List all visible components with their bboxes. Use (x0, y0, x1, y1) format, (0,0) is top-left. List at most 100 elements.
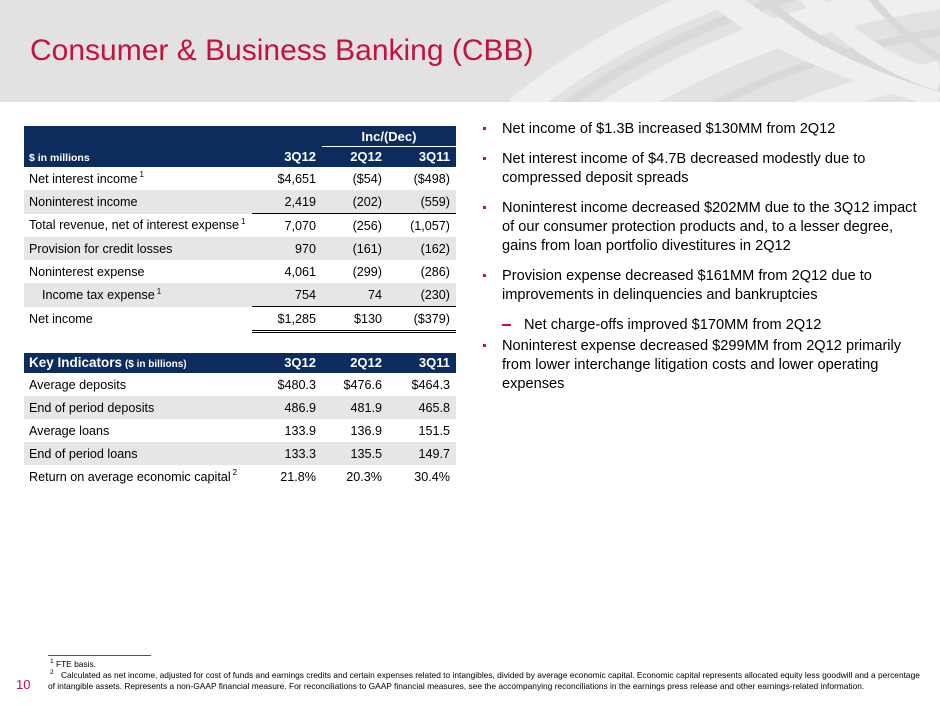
table-row: End of period loans 133.3 135.5 149.7 (24, 442, 456, 465)
income-statement-table: Inc/(Dec) $ in millions 3Q12 2Q12 3Q11 N… (24, 126, 456, 333)
row-value: 21.8% (252, 465, 322, 488)
row-value: $480.3 (252, 373, 322, 396)
page-title: Consumer & Business Banking (CBB) (30, 34, 534, 67)
bullet-text: Net income of $1.3B increased $130MM fro… (502, 121, 836, 137)
row-value: 4,061 (252, 260, 322, 283)
row-value: 30.4% (388, 465, 456, 488)
row-value: 133.9 (252, 419, 322, 442)
inc-dec-group-label: Inc/(Dec) (322, 126, 456, 147)
row-value: ($379) (388, 306, 456, 333)
list-item: Noninterest income decreased $202MM due … (478, 199, 924, 256)
row-value: $464.3 (388, 373, 456, 396)
row-value: 2,419 (252, 190, 322, 214)
sub-bullet-text: Net charge-offs improved $170MM from 2Q1… (524, 317, 822, 333)
row-value: 149.7 (388, 442, 456, 465)
bullet-point-icon (483, 344, 486, 347)
row-label: Net income (24, 306, 252, 332)
row-label: Income tax expense 1 (24, 283, 252, 307)
row-value: $1,285 (252, 306, 322, 333)
table-row: End of period deposits 486.9 481.9 465.8 (24, 396, 456, 419)
group-header-blank-2 (252, 126, 322, 147)
table-row: Average deposits $480.3 $476.6 $464.3 (24, 373, 456, 396)
row-value: (286) (388, 260, 456, 283)
row-value: 465.8 (388, 396, 456, 419)
footnote-divider (48, 655, 151, 656)
ki-col-3q11: 3Q11 (388, 353, 456, 373)
table-row: Income tax expense 1 754 74 (230) (24, 283, 456, 307)
sub-list-item: Net charge-offs improved $170MM from 2Q1… (478, 316, 924, 335)
row-value: $4,651 (252, 167, 322, 190)
income-col-3q11: 3Q11 (388, 146, 456, 167)
bullet-text: Net interest income of $4.7B decreased m… (502, 151, 866, 186)
footnote-two: 2 Calculated as net income, adjusted for… (48, 669, 920, 692)
key-indicators-table: Key Indicators ($ in billions) 3Q12 2Q12… (24, 353, 456, 488)
income-col-2q12: 2Q12 (322, 146, 388, 167)
list-item: Provision expense decreased $161MM from … (478, 267, 924, 305)
row-value: (559) (388, 190, 456, 214)
row-value: 754 (252, 283, 322, 307)
dash-icon (502, 324, 511, 326)
footnotes-block: 1 FTE basis. 2 Calculated as net income,… (48, 655, 928, 693)
ki-col-3q12: 3Q12 (252, 353, 322, 373)
table-row: Total revenue, net of interest expense 1 … (24, 213, 456, 237)
row-value: $130 (322, 306, 388, 333)
row-label: Return on average economic capital 2 (24, 465, 252, 488)
row-value: (230) (388, 283, 456, 307)
slide-header-band: Consumer & Business Banking (CBB) (0, 0, 940, 102)
row-value: 486.9 (252, 396, 322, 419)
table-row: Provision for credit losses 970 (161) (1… (24, 237, 456, 260)
income-table-group-header-row: Inc/(Dec) (24, 126, 456, 147)
bullet-text: Provision expense decreased $161MM from … (502, 268, 872, 303)
income-table-header-row: $ in millions 3Q12 2Q12 3Q11 (24, 146, 456, 167)
row-value: 135.5 (322, 442, 388, 465)
key-indicators-header-row: Key Indicators ($ in billions) 3Q12 2Q12… (24, 353, 456, 373)
row-label: Net interest income 1 (24, 167, 252, 190)
table-row: Return on average economic capital 2 21.8… (24, 465, 456, 488)
decorative-arc-graphic (510, 0, 940, 102)
row-value: 970 (252, 237, 322, 260)
row-value: (299) (322, 260, 388, 283)
row-value: ($54) (322, 167, 388, 190)
table-row: Net income $1,285 $130 ($379) (24, 306, 456, 333)
row-label: Provision for credit losses (24, 237, 252, 260)
row-value: 481.9 (322, 396, 388, 419)
row-value: 74 (322, 283, 388, 307)
row-label: Noninterest income (24, 190, 252, 214)
income-table-unit-label: $ in millions (24, 146, 252, 167)
bullet-text: Noninterest income decreased $202MM due … (502, 200, 917, 254)
key-indicators-title: Key Indicators ($ in billions) (24, 353, 252, 373)
row-label: Noninterest expense (24, 260, 252, 283)
income-col-3q12: 3Q12 (252, 146, 322, 167)
bullet-point-icon (483, 127, 486, 130)
row-value: ($498) (388, 167, 456, 190)
table-row: Average loans 133.9 136.9 151.5 (24, 419, 456, 442)
bullet-point-icon (483, 206, 486, 209)
bullet-text: Noninterest expense decreased $299MM fro… (502, 338, 902, 392)
row-value: (202) (322, 190, 388, 214)
row-label: End of period loans (24, 442, 252, 465)
row-value: (256) (322, 213, 388, 237)
list-item: Noninterest expense decreased $299MM fro… (478, 337, 924, 394)
tables-column: Inc/(Dec) $ in millions 3Q12 2Q12 3Q11 N… (24, 126, 456, 488)
page-number: 10 (16, 677, 31, 692)
table-row: Net interest income 1 $4,651 ($54) ($498) (24, 167, 456, 190)
table-row: Noninterest expense 4,061 (299) (286) (24, 260, 456, 283)
commentary-column: Net income of $1.3B increased $130MM fro… (478, 120, 924, 405)
row-value: (162) (388, 237, 456, 260)
row-value: 20.3% (322, 465, 388, 488)
list-item: Net interest income of $4.7B decreased m… (478, 150, 924, 188)
row-label: Total revenue, net of interest expense 1 (24, 213, 252, 237)
table-spacer (24, 333, 456, 353)
list-item: Net income of $1.3B increased $130MM fro… (478, 120, 924, 139)
row-label: Average deposits (24, 373, 252, 396)
footnote-one: 1 FTE basis. (50, 658, 96, 669)
row-label: End of period deposits (24, 396, 252, 419)
row-value: (161) (322, 237, 388, 260)
group-header-blank (24, 126, 252, 147)
row-value: 7,070 (252, 213, 322, 237)
row-value: (1,057) (388, 213, 456, 237)
row-label: Average loans (24, 419, 252, 442)
row-value: 151.5 (388, 419, 456, 442)
ki-col-2q12: 2Q12 (322, 353, 388, 373)
row-value: $476.6 (322, 373, 388, 396)
